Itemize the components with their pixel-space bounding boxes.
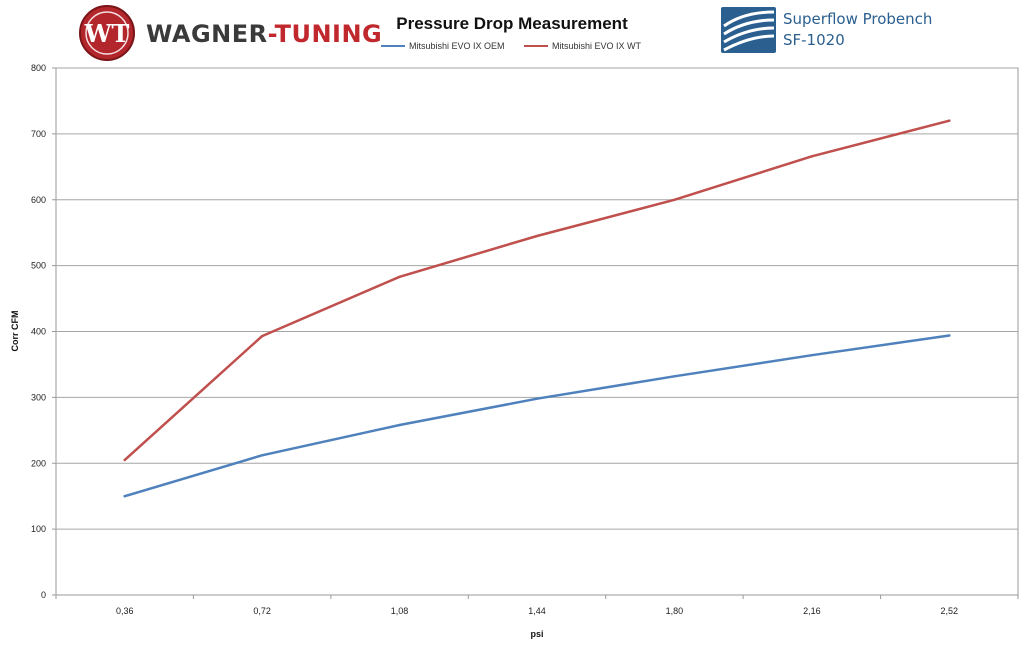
y-tick-label: 700: [31, 129, 46, 139]
wt-monogram: WT: [84, 19, 130, 48]
series-lines: [123, 119, 951, 498]
superflow-line2: SF-1020: [783, 31, 845, 49]
y-tick-label: 600: [31, 195, 46, 205]
data-point-s0-6: [948, 334, 951, 337]
y-axis-label: Corr CFM: [10, 311, 20, 352]
y-tick-label: 200: [31, 458, 46, 468]
y-tick-label: 300: [31, 392, 46, 402]
data-point-s1-6: [948, 119, 951, 122]
legend-label-wt: Mitsubishi EVO IX WT: [552, 41, 642, 51]
x-axis-label: psi: [530, 629, 543, 639]
wordmark-separator: -: [268, 20, 277, 48]
data-point-s0-0: [123, 494, 126, 498]
legend: Mitsubishi EVO IX OEM Mitsubishi EVO IX …: [381, 41, 642, 51]
x-tick-label: 1,08: [391, 606, 409, 616]
x-tick-label: 1,44: [528, 606, 546, 616]
x-tick-label: 2,52: [941, 606, 959, 616]
legend-label-oem: Mitsubishi EVO IX OEM: [409, 41, 505, 51]
y-axis-ticks: 0 100 200 300 400 500 600 700 800: [31, 63, 56, 600]
data-point-s1-0: [123, 458, 126, 462]
x-tick-label: 0,36: [116, 606, 134, 616]
wordmark-part1: WAGNER: [146, 20, 268, 48]
y-tick-label: 800: [31, 63, 46, 73]
y-tick-label: 400: [31, 327, 46, 337]
x-tick-label: 1,80: [666, 606, 684, 616]
data-point-s1-1: [260, 334, 264, 338]
superflow-logo: Superflow Probench SF-1020: [721, 7, 932, 53]
data-point-s0-3: [535, 397, 539, 400]
x-tick-label: 2,16: [803, 606, 821, 616]
wt-badge-icon: [79, 5, 135, 61]
y-tick-label: 500: [31, 261, 46, 271]
chart-title: Pressure Drop Measurement: [396, 14, 628, 33]
gridlines: [56, 67, 1018, 530]
y-tick-label: 100: [31, 524, 46, 534]
data-point-s1-3: [535, 234, 539, 238]
data-point-s1-2: [398, 275, 401, 279]
wordmark-part2: TUNING: [275, 20, 383, 48]
x-axis-ticks: 0,36 0,72 1,08 1,44 1,80 2,16 2,52: [55, 595, 1019, 616]
superflow-line1: Superflow Probench: [783, 10, 932, 28]
data-point-s1-4: [673, 198, 676, 201]
data-point-s0-4: [673, 375, 676, 378]
x-tick-label: 0,72: [253, 606, 271, 616]
data-point-s0-1: [260, 454, 264, 457]
y-tick-label: 0: [41, 590, 46, 600]
data-point-s1-5: [810, 155, 814, 158]
wagner-tuning-logo: WT WAGNER-TUNING: [79, 5, 382, 61]
wagner-tuning-wordmark: WAGNER-TUNING: [146, 20, 382, 48]
data-point-s0-2: [398, 423, 401, 427]
data-point-s0-5: [810, 354, 814, 357]
